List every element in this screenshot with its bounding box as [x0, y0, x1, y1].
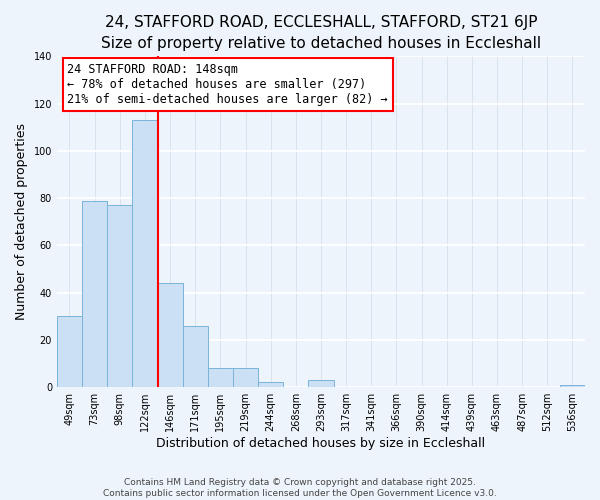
Bar	[258, 382, 283, 387]
Bar	[233, 368, 258, 387]
X-axis label: Distribution of detached houses by size in Eccleshall: Distribution of detached houses by size …	[157, 437, 485, 450]
Y-axis label: Number of detached properties: Number of detached properties	[15, 124, 28, 320]
Text: Contains HM Land Registry data © Crown copyright and database right 2025.
Contai: Contains HM Land Registry data © Crown c…	[103, 478, 497, 498]
Bar	[57, 316, 82, 387]
Bar	[133, 120, 158, 387]
Text: 24 STAFFORD ROAD: 148sqm
← 78% of detached houses are smaller (297)
21% of semi-: 24 STAFFORD ROAD: 148sqm ← 78% of detach…	[67, 63, 388, 106]
Bar	[82, 200, 107, 387]
Bar	[560, 385, 585, 387]
Bar	[308, 380, 334, 387]
Title: 24, STAFFORD ROAD, ECCLESHALL, STAFFORD, ST21 6JP
Size of property relative to d: 24, STAFFORD ROAD, ECCLESHALL, STAFFORD,…	[101, 15, 541, 51]
Bar	[208, 368, 233, 387]
Bar	[107, 205, 133, 387]
Bar	[182, 326, 208, 387]
Bar	[158, 283, 182, 387]
